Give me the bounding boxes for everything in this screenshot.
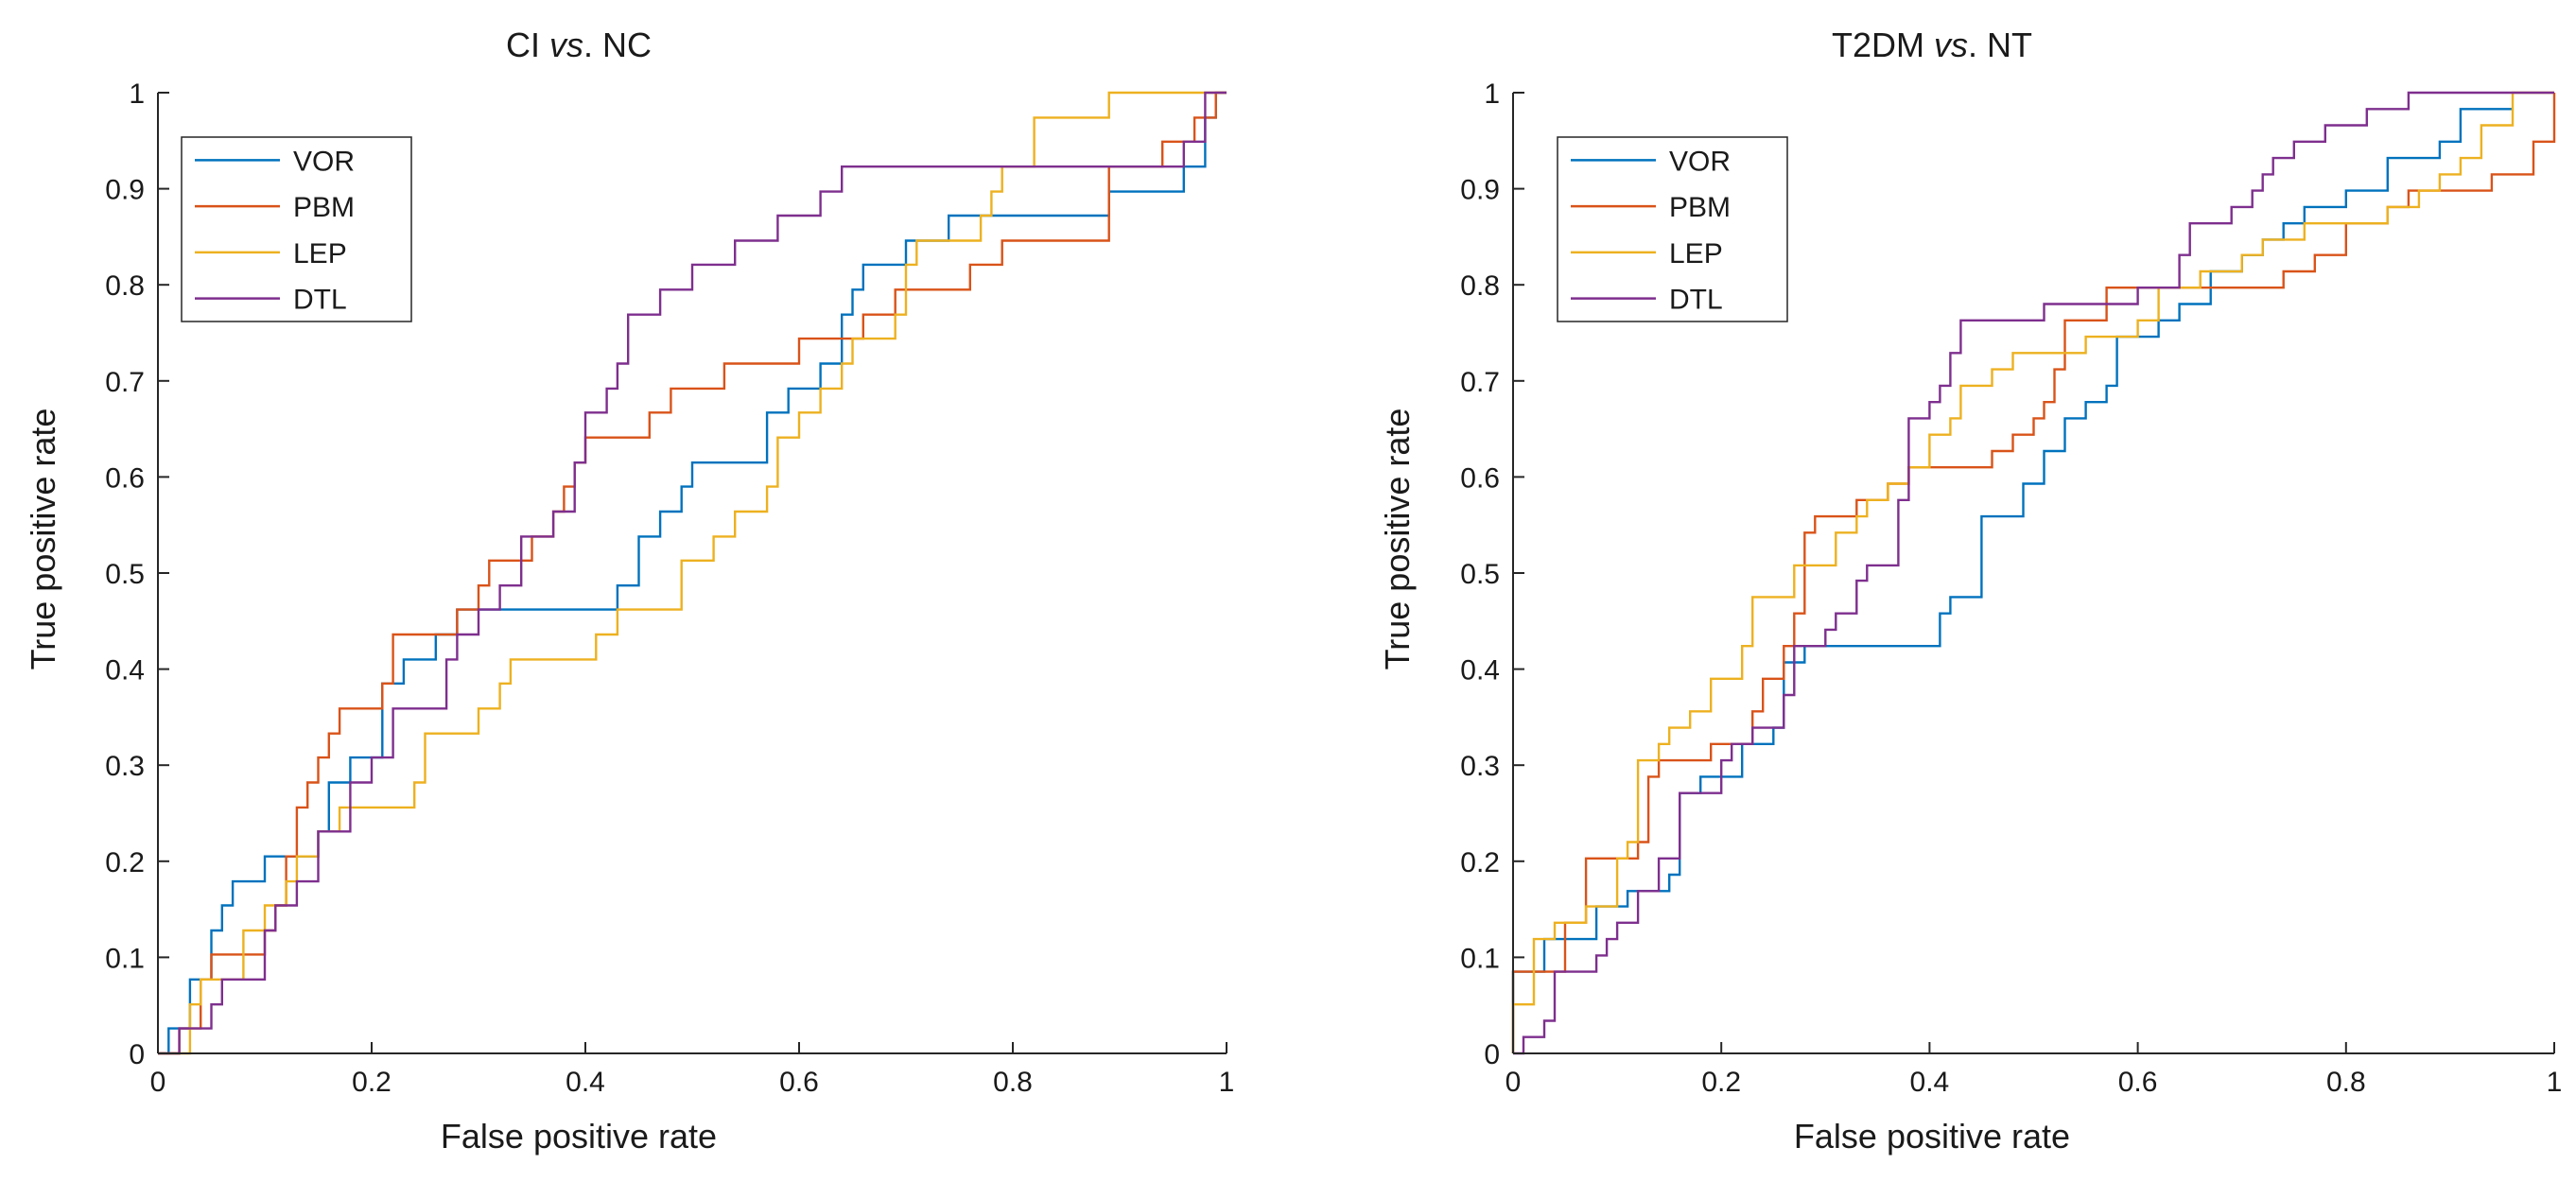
y-tick-label: 0.6 <box>105 462 145 494</box>
legend-label-dtl: DTL <box>293 285 347 316</box>
y-tick-label: 0 <box>129 1039 145 1070</box>
x-tick-label: 0.2 <box>352 1067 392 1098</box>
y-tick-label: 0.3 <box>105 751 145 782</box>
legend: VOR PBM LEP DTL <box>1557 136 1788 322</box>
x-tick-label: 0 <box>1506 1067 1522 1098</box>
chart-title: T2DM vs. NT <box>1832 26 2032 64</box>
legend-box <box>1557 136 1788 322</box>
series-lines <box>158 91 1227 1055</box>
chart-title: CI vs. NC <box>506 26 652 64</box>
y-tick-label: 0.7 <box>1460 367 1500 398</box>
y-tick-label: 1 <box>1484 78 1500 110</box>
x-tick-label: 0.8 <box>993 1067 1033 1098</box>
y-tick-label: 0.3 <box>1460 751 1500 782</box>
title-part: CI <box>506 26 549 64</box>
y-tick-label: 0.8 <box>105 270 145 302</box>
x-tick-label: 0.6 <box>779 1067 819 1098</box>
y-tick-label: 0.2 <box>105 847 145 878</box>
y-tick-label: 0 <box>1484 1039 1500 1070</box>
y-tick-label: 0.2 <box>1460 847 1500 878</box>
y-tick-label: 0.5 <box>105 559 145 590</box>
y-axis-label: True positive rate <box>24 408 62 670</box>
y-tick-label: 0.4 <box>1460 655 1500 687</box>
x-tick-label: 0.6 <box>2118 1067 2158 1098</box>
title-part-italic: vs <box>549 26 583 64</box>
y-tick-label: 0.7 <box>105 367 145 398</box>
y-tick-label: 0.8 <box>1460 270 1500 302</box>
legend-label-dtl: DTL <box>1669 285 1723 316</box>
x-axis-label: False positive rate <box>1794 1117 2070 1156</box>
y-tick-label: 0.4 <box>105 655 145 687</box>
legend-label-pbm: PBM <box>1669 192 1731 223</box>
x-tick-label: 0 <box>150 1067 166 1098</box>
legend-label-vor: VOR <box>1669 146 1731 177</box>
legend-label-vor: VOR <box>293 146 355 177</box>
y-axis-label: True positive rate <box>1378 408 1417 670</box>
x-axis-label: False positive rate <box>441 1117 717 1156</box>
legend-label-pbm: PBM <box>293 192 355 223</box>
roc-panel-ci-vs-nc: CI vs. NC False positive rate True posit… <box>24 26 1234 1156</box>
title-part: T2DM <box>1832 26 1934 64</box>
title-part-italic: vs <box>1934 26 1968 64</box>
series-line-dtl <box>158 91 1227 1055</box>
legend-label-lep: LEP <box>1669 238 1723 269</box>
x-tick-label: 1 <box>1219 1067 1235 1098</box>
series-line-dtl <box>1513 91 2554 1055</box>
y-tick-label: 0.1 <box>105 943 145 974</box>
y-tick-label: 0.6 <box>1460 462 1500 494</box>
x-tick-label: 0.2 <box>1701 1067 1741 1098</box>
series-line-lep <box>158 91 1227 1055</box>
y-tick-label: 0.5 <box>1460 559 1500 590</box>
title-part: . NC <box>583 26 652 64</box>
x-tick-label: 0.4 <box>566 1067 605 1098</box>
series-lines <box>1511 91 2556 1055</box>
y-tick-label: 1 <box>129 78 145 110</box>
legend-label-lep: LEP <box>293 238 347 269</box>
roc-panel-t2dm-vs-nt: T2DM vs. NT False positive rate True pos… <box>1378 26 2562 1156</box>
legend: VOR PBM LEP DTL <box>181 136 412 322</box>
x-tick-label: 0.4 <box>1910 1067 1950 1098</box>
x-tick-label: 1 <box>2547 1067 2563 1098</box>
y-tick-label: 0.1 <box>1460 943 1500 974</box>
y-tick-label: 0.9 <box>1460 175 1500 206</box>
x-tick-label: 0.8 <box>2326 1067 2366 1098</box>
title-part: . NT <box>1968 26 2032 64</box>
y-tick-label: 0.9 <box>105 175 145 206</box>
legend-box <box>181 136 412 322</box>
